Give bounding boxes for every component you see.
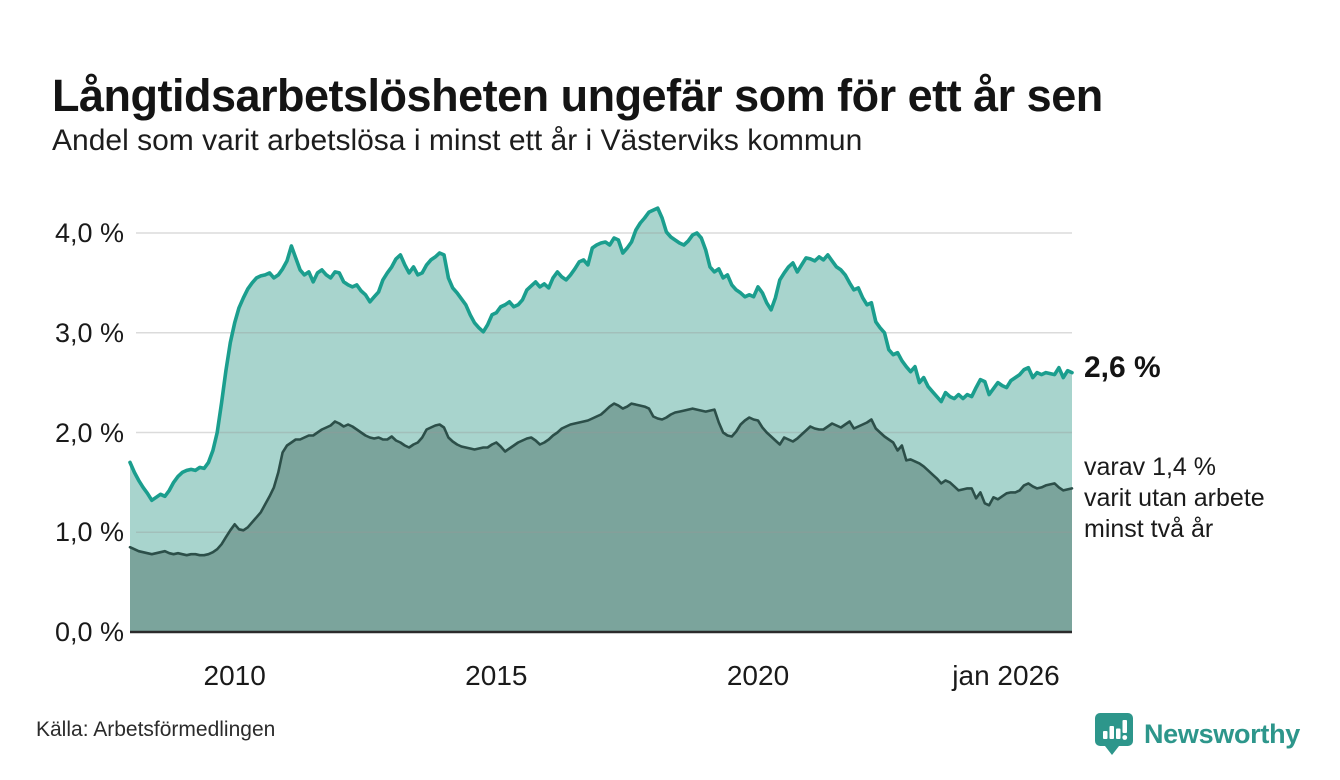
newsworthy-logo-icon: [1094, 713, 1133, 755]
line-one-year: [128, 206, 1074, 503]
y-axis-label: 0,0 %: [54, 617, 124, 647]
y-axis-label: 2,0 %: [54, 417, 124, 448]
line-two-year: [128, 402, 1074, 557]
secondary-series-annotation: varav 1,4 % varit utan arbete minst två …: [1084, 453, 1265, 543]
x-axis-label: 2010: [203, 660, 266, 691]
y-axis-label: 4,0 %: [54, 218, 124, 248]
latest-value-annotation: 2,6 %: [1084, 350, 1161, 384]
area-two-year: [130, 403, 1072, 632]
brand-name: Newsworthy: [1143, 718, 1300, 749]
y-axis-label: 1,0 %: [54, 517, 124, 548]
source-credit: Källa: Arbetsförmedlingen: [36, 718, 276, 741]
x-axis-label: 2015: [465, 660, 528, 691]
x-axis-label: 2020: [726, 660, 790, 691]
chart-subtitle: Andel som varit arbetslösa i minst ett å…: [52, 124, 863, 157]
brand-logo: Newsworthy: [1094, 712, 1300, 756]
page-title: Långtidsarbetslösheten ungefär som för e…: [52, 70, 1103, 122]
y-axis-label: 3,0 %: [54, 317, 124, 348]
x-axis-label: jan 2026: [952, 660, 1060, 691]
